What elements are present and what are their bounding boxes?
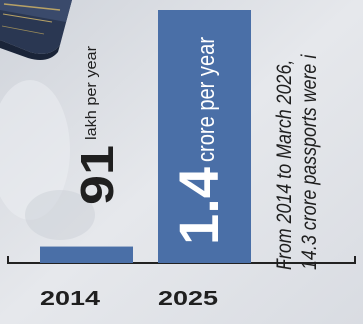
category-label-2025: 2025 xyxy=(158,288,218,310)
category-label-2014: 2014 xyxy=(40,288,101,310)
bar-2014 xyxy=(40,246,133,263)
passport-image xyxy=(0,0,72,60)
value-label-2014-number: 91 xyxy=(71,145,123,205)
bar-2025 xyxy=(158,10,251,263)
annotation-text: From 2014 to March 2026, 14.3 crore pass… xyxy=(272,17,322,270)
value-label-2025-unit: crore per year xyxy=(193,37,220,162)
value-label-2025-number: 1.4 xyxy=(167,167,230,245)
annotation-line-1: From 2014 to March 2026, xyxy=(273,59,296,270)
annotation-line-2: 14.3 crore passports were i xyxy=(298,54,321,270)
value-label-2014-unit: lakh per year xyxy=(83,46,100,140)
